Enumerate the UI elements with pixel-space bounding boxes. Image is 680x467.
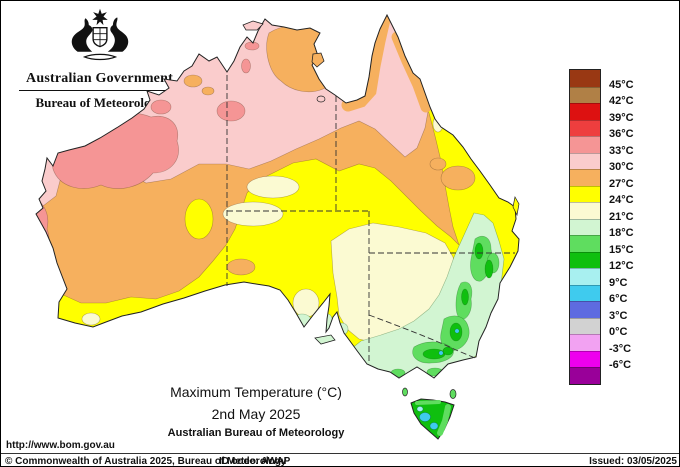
bureau-title: Bureau of Meteorology (35, 95, 164, 110)
legend-label-24c: 24°C (609, 194, 634, 206)
zone-15-18-tas-east (437, 404, 451, 436)
zone-27-30-kimberley-b (201, 86, 215, 96)
zone-33-36-darwin-b (241, 58, 251, 74)
legend-cell-above-45 (570, 70, 600, 87)
tasmania (410, 398, 455, 440)
legend-label-45c: 45°C (609, 78, 634, 91)
zone-18-21-eyre-tip (291, 313, 313, 331)
legend-label-36c: 36°C (609, 128, 634, 140)
border-murray (368, 314, 476, 359)
legend-label-18c: 18°C (609, 227, 634, 239)
mainland-coastline (35, 13, 520, 379)
header-divider (19, 90, 180, 91)
map-title-block: Maximum Temperature (°C) 2nd May 2025 Au… (106, 384, 406, 439)
legend-cell-36-to-39 (570, 119, 600, 136)
islands (242, 20, 520, 399)
zone-9-12-tas (416, 406, 424, 412)
zone-15-18-tas-north (415, 400, 441, 405)
legend-cell-12-to-15 (570, 251, 600, 268)
legend-label-30c: 30°C (609, 161, 634, 173)
footer-divider (1, 453, 679, 454)
zone-24-27-goldfields (184, 198, 214, 240)
zone-27-30-capeyork-west (341, 15, 392, 112)
zone-12-15-c (461, 288, 469, 306)
legend-label-9c: 9°C (609, 276, 628, 289)
zone-27-30-qld-inland (440, 165, 476, 191)
legend-cell-3-to-6 (570, 301, 600, 318)
flinders-island (449, 389, 457, 399)
legend-cell-0-to-3 (570, 317, 600, 334)
map-title: Maximum Temperature (°C) (170, 384, 342, 400)
australia-temperature-map (35, 13, 520, 440)
coat-of-arms-icon (71, 8, 128, 61)
legend-label-21c: 21°C (609, 210, 634, 223)
legend-cell--3-to-0 (570, 334, 600, 351)
legend-label-33c: 33°C (609, 144, 634, 157)
zone-27-30-qld-inland-b (429, 157, 447, 171)
zone-21-24-centre-b (222, 201, 284, 227)
legend-cell-39-to-42 (570, 103, 600, 120)
government-title: Australian Government (26, 71, 173, 86)
zone-6-9-alps-spot (438, 350, 444, 356)
zone-21-24-sw (81, 312, 101, 326)
zone-33-36-darwin-a (244, 41, 260, 51)
zone-6-9-tas-b (429, 422, 439, 430)
legend-label--3c: -3°C (609, 342, 632, 355)
legend-cell-21-to-24 (570, 202, 600, 219)
legend-label-6c: 6°C (609, 293, 628, 305)
legend-cell--6-to--3 (570, 350, 600, 367)
legend-cell-33-to-36 (570, 136, 600, 153)
legend-cell-15-to-18 (570, 235, 600, 252)
legend-cell-9-to-12 (570, 268, 600, 285)
legend-cell-18-to-21 (570, 218, 600, 235)
zone-27-30-kimberley-a (183, 74, 203, 88)
issued-text: Issued: 03/05/2025 (589, 456, 677, 467)
legend-cell-below--6 (570, 367, 600, 384)
zone-33-36-east-kimberley (216, 100, 246, 122)
zone-18-21-yorke (322, 313, 334, 335)
melville-island (242, 20, 264, 31)
copyright-text: © Commonwealth of Australia 2025, Bureau… (5, 456, 287, 467)
zone-33-36-kimberley (150, 99, 172, 115)
king-island (402, 387, 408, 397)
zone-21-24-centre-a (246, 175, 300, 199)
legend-label-27c: 27°C (609, 177, 634, 190)
legend-cell-6-to-9 (570, 284, 600, 301)
fraser-island (512, 196, 520, 217)
legend-cell-30-to-33 (570, 152, 600, 169)
zone-6-9-tas-a (419, 412, 431, 422)
groote-island (311, 52, 325, 68)
zone-12-15-b (474, 242, 484, 260)
government-header: Australian Government Bureau of Meteorol… (7, 7, 192, 111)
zone-12-15-a (484, 259, 494, 279)
bom-url: http://www.bom.gov.au (6, 440, 115, 451)
legend-label--6c: -6°C (609, 359, 632, 371)
legend-label-12c: 12°C (609, 260, 634, 272)
legend-label-3c: 3°C (609, 309, 628, 322)
legend-cell-27-to-30 (570, 169, 600, 186)
legend-label-42c: 42°C (609, 95, 634, 107)
zone-27-30-sa-blob (226, 258, 256, 276)
map-date: 2nd May 2025 (211, 406, 301, 422)
state-borders (226, 75, 515, 363)
legend-label-15c: 15°C (609, 243, 634, 256)
legend-label-0c: 0°C (609, 326, 628, 338)
map-source: Australian Bureau of Meteorology (167, 427, 345, 439)
legend-cell-24-to-27 (570, 185, 600, 202)
legend-cell-42-to-45 (570, 86, 600, 103)
id-code-text: ID code: AWAP (219, 456, 291, 467)
legend-color-bar (569, 69, 601, 385)
wellesley-island (316, 95, 326, 103)
kangaroo-island (314, 334, 336, 345)
zone-12-15-d (442, 346, 454, 356)
zone-6-9-snowy-spot (454, 328, 460, 334)
legend-label-39c: 39°C (609, 111, 634, 124)
